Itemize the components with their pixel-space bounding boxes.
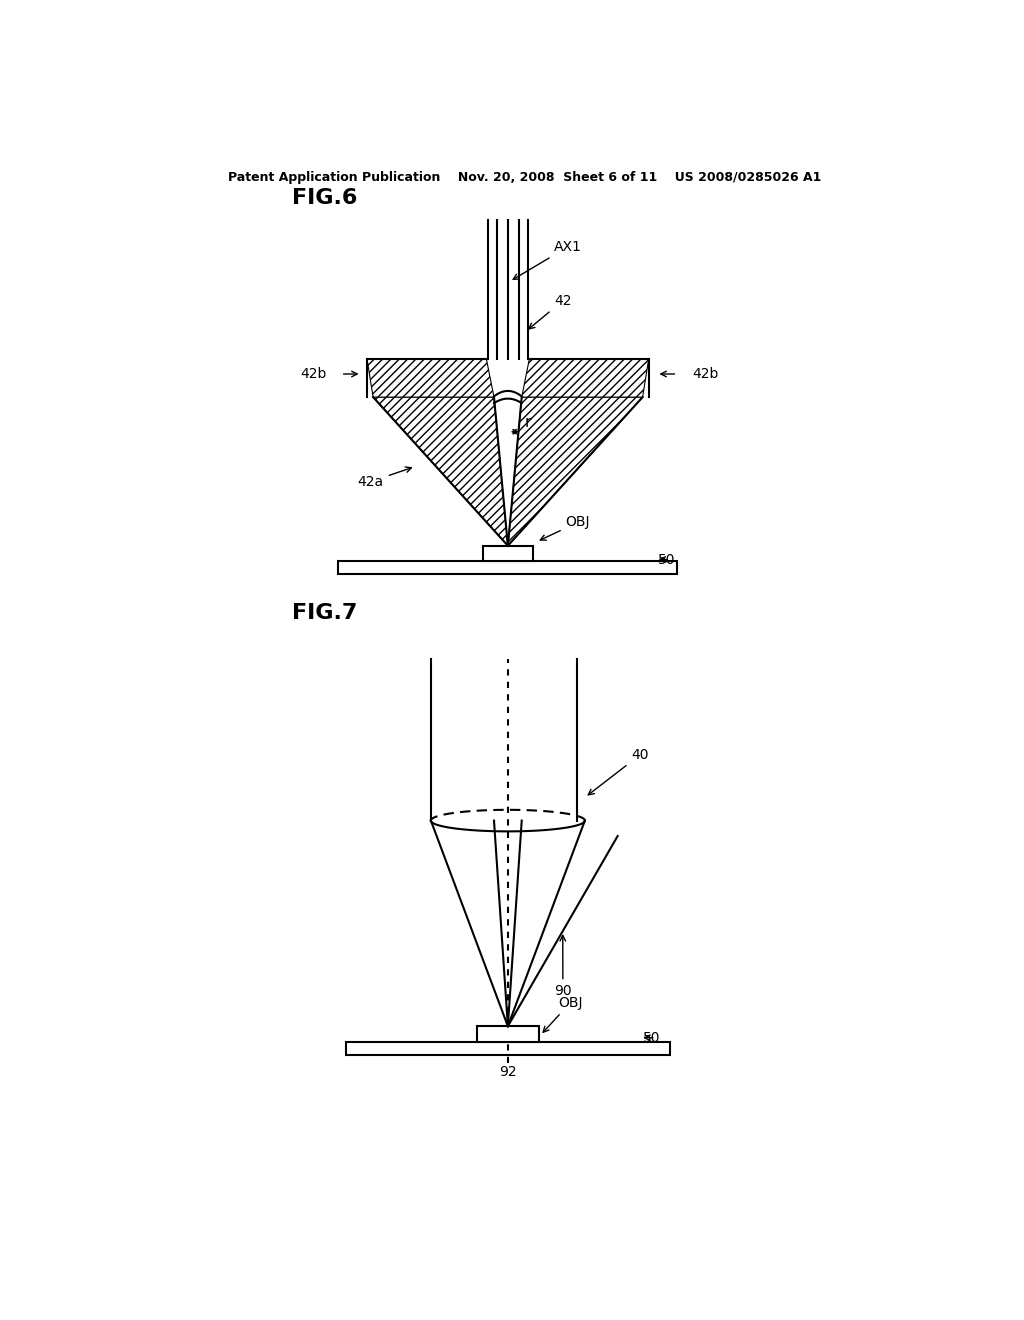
Bar [477, 1026, 539, 1041]
Polygon shape [508, 397, 643, 545]
Polygon shape [367, 359, 494, 397]
Polygon shape [521, 359, 649, 397]
Text: FIG.7: FIG.7 [292, 603, 357, 623]
Text: 92: 92 [499, 1065, 517, 1078]
Text: 42b: 42b [692, 367, 719, 381]
Bar [483, 545, 532, 561]
Text: 90: 90 [554, 936, 571, 998]
Text: 40: 40 [588, 748, 648, 795]
Text: OBJ: OBJ [541, 516, 590, 540]
Bar [339, 561, 677, 574]
Text: r: r [524, 416, 531, 430]
Text: 42: 42 [529, 294, 571, 329]
Text: FIG.6: FIG.6 [292, 189, 357, 209]
Text: 42b: 42b [300, 367, 327, 381]
Text: AX1: AX1 [513, 240, 582, 280]
Text: Patent Application Publication    Nov. 20, 2008  Sheet 6 of 11    US 2008/028502: Patent Application Publication Nov. 20, … [228, 172, 821, 185]
Polygon shape [373, 397, 508, 545]
Text: 50: 50 [643, 1031, 660, 1044]
Text: OBJ: OBJ [543, 997, 583, 1032]
Text: 50: 50 [658, 553, 676, 566]
Text: 42a: 42a [357, 467, 412, 488]
Bar [346, 1041, 670, 1056]
